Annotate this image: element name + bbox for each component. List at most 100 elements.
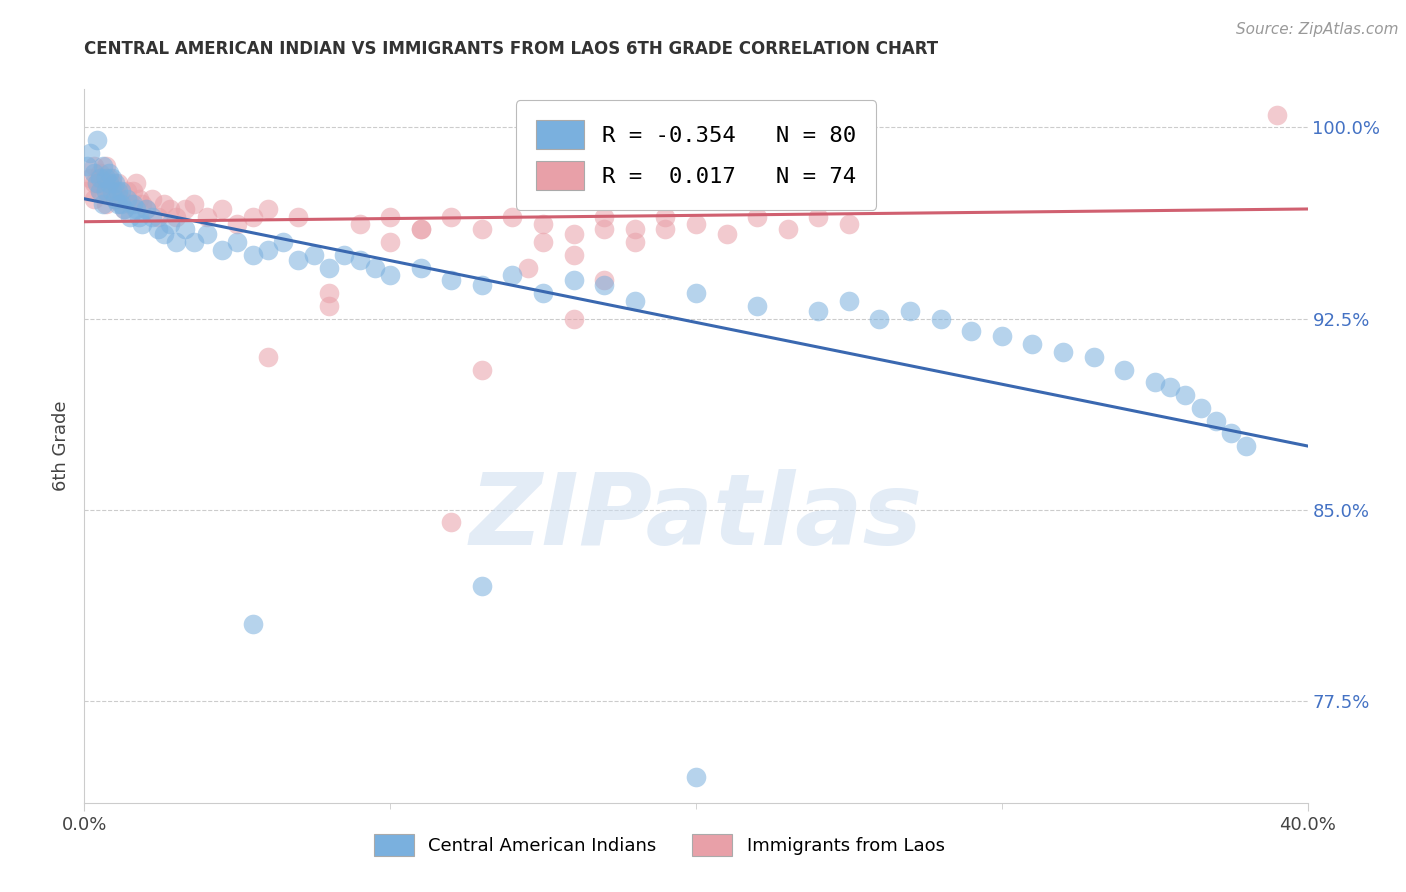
Point [562,227,585,242]
Point [531,286,554,301]
Point [257,202,280,216]
Point [242,248,264,262]
Point [83,159,105,173]
Point [624,293,647,308]
Point [183,235,205,249]
Point [104,192,127,206]
Point [409,222,432,236]
Point [91,159,114,173]
Point [624,222,647,236]
Point [115,192,138,206]
Point [101,184,124,198]
Point [159,202,181,216]
Point [409,260,432,275]
Text: CENTRAL AMERICAN INDIAN VS IMMIGRANTS FROM LAOS 6TH GRADE CORRELATION CHART: CENTRAL AMERICAN INDIAN VS IMMIGRANTS FR… [84,40,938,58]
Point [502,268,524,283]
Point [869,311,891,326]
Point [1189,401,1212,415]
Point [94,171,117,186]
Point [94,159,117,173]
Point [89,171,111,186]
Point [183,197,205,211]
Point [1220,426,1243,441]
Point [807,304,830,318]
Point [91,197,114,211]
Point [110,192,132,206]
Point [471,222,494,236]
Point [440,516,463,530]
Point [226,217,249,231]
Point [531,235,554,249]
Point [257,350,280,364]
Point [159,217,181,231]
Point [141,192,163,206]
Point [747,210,769,224]
Point [471,278,494,293]
Point [242,210,264,224]
Point [898,304,921,318]
Point [122,184,145,198]
Point [1143,376,1166,390]
Point [107,197,129,211]
Point [471,362,494,376]
Point [807,210,830,224]
Point [685,286,707,301]
Point [287,210,309,224]
Point [593,273,616,287]
Point [89,166,111,180]
Point [531,217,554,231]
Point [174,222,197,236]
Point [128,210,150,224]
Point [122,197,145,211]
Point [107,184,129,198]
Point [110,197,132,211]
Point [174,202,197,216]
Point [153,227,176,242]
Point [135,202,157,216]
Point [226,235,249,249]
Point [776,222,799,236]
Point [929,311,952,326]
Point [89,184,111,198]
Point [86,177,108,191]
Point [211,243,233,257]
Point [76,159,98,173]
Point [195,210,218,224]
Point [120,197,142,211]
Point [562,273,585,287]
Point [94,197,117,211]
Point [131,217,153,231]
Point [471,579,494,593]
Point [654,210,676,224]
Point [349,217,371,231]
Point [86,133,108,147]
Point [1265,108,1288,122]
Point [593,222,616,236]
Point [110,184,132,198]
Text: ZIPatlas: ZIPatlas [470,469,922,566]
Point [101,177,124,191]
Point [838,293,860,308]
Point [104,184,127,198]
Point [79,171,101,186]
Point [131,197,153,211]
Point [502,210,524,224]
Point [1114,362,1136,376]
Point [838,217,860,231]
Point [89,171,111,186]
Point [195,227,218,242]
Point [991,329,1014,343]
Point [349,252,371,267]
Point [86,177,108,191]
Point [380,235,402,249]
Point [79,145,101,160]
Point [318,260,340,275]
Point [624,235,647,249]
Point [135,202,157,216]
Point [76,184,98,198]
Point [1159,380,1181,394]
Point [562,248,585,262]
Point [112,202,135,216]
Point [440,210,463,224]
Point [104,177,127,191]
